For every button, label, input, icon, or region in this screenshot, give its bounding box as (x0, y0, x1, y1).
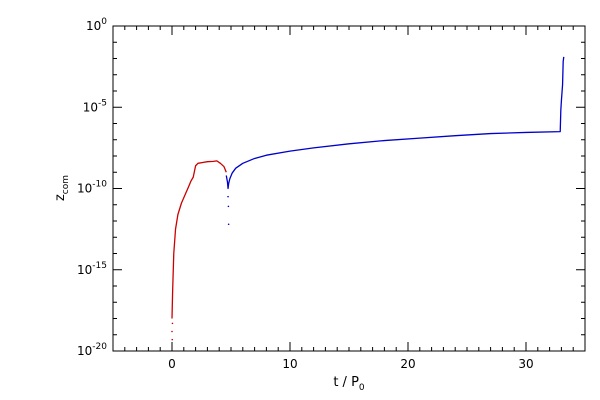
y-tick-label: 10-15 (77, 261, 107, 277)
x-tick-label: 20 (400, 357, 415, 371)
series-point-0 (171, 338, 174, 341)
y-tick-label-base: 10 (86, 19, 101, 33)
series-point-1 (227, 205, 230, 208)
y-tick-label-exponent: -15 (92, 261, 107, 271)
series-layer (171, 56, 565, 341)
series-point-1 (227, 223, 230, 226)
y-tick-label-base: 10 (77, 182, 92, 196)
series-point-1 (227, 195, 229, 198)
x-axis-label-main: t / P (333, 375, 359, 390)
x-axis-label: t / P0 (333, 375, 365, 393)
y-tick-label-base: 10 (77, 263, 92, 277)
y-axis-label: zcom (53, 175, 71, 201)
y-tick-label-exponent: -20 (92, 342, 107, 352)
y-tick-label: 10-20 (77, 342, 107, 358)
y-tick-label: 100 (86, 17, 107, 33)
plot-frame (112, 25, 586, 352)
x-tick-label: 30 (518, 357, 533, 371)
y-tick-label: 10-10 (77, 180, 107, 196)
series-point-0 (171, 330, 173, 333)
x-axis-label-sub: 0 (359, 383, 365, 393)
y-tick-label-base: 10 (77, 344, 92, 358)
series-line-1 (225, 56, 565, 190)
y-tick-label-base: 10 (83, 100, 98, 114)
y-tick-label-exponent: 0 (101, 17, 107, 27)
x-tick-label: 10 (282, 357, 297, 371)
y-tick-label: 10-5 (83, 98, 107, 114)
y-axis-label-main: z (53, 194, 68, 201)
y-tick-label-exponent: -5 (98, 98, 107, 108)
y-axis-label-sub: com (61, 175, 71, 194)
series-line-0 (171, 160, 227, 319)
x-tick-label: 0 (168, 357, 176, 371)
series-point-0 (171, 322, 174, 325)
y-tick-label-exponent: -10 (92, 180, 107, 190)
